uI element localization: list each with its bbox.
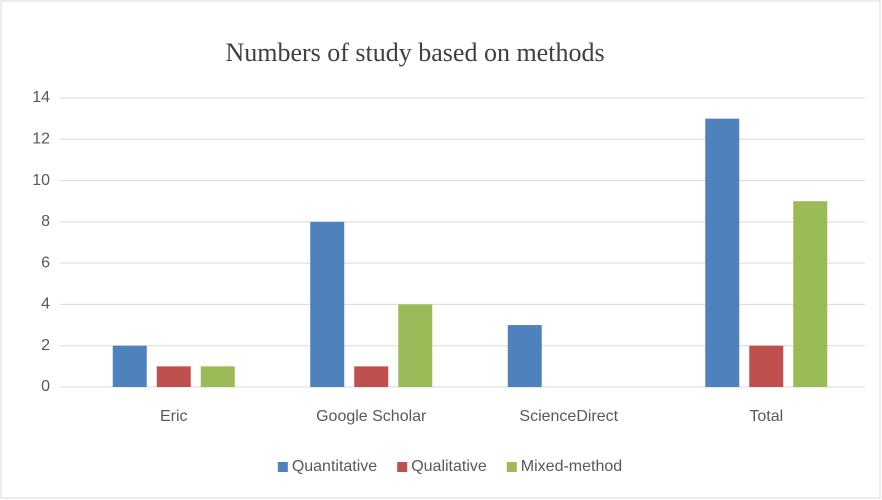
legend-label: Qualitative: [411, 458, 487, 475]
y-tick-label: 0: [41, 378, 50, 395]
y-tick-label: 12: [32, 131, 50, 148]
bar: [354, 366, 389, 387]
bar: [793, 201, 828, 387]
y-tick-label: 10: [32, 172, 50, 189]
y-tick-label: 2: [41, 337, 50, 354]
bar: [112, 345, 147, 387]
x-tick-label: Google Scholar: [316, 408, 427, 425]
y-tick-label: 4: [41, 296, 50, 313]
bar: [200, 366, 235, 387]
bar: [705, 118, 740, 388]
bar: [310, 221, 345, 387]
y-tick-label: 6: [41, 254, 50, 271]
legend-swatch: [397, 462, 408, 472]
bar: [507, 325, 542, 387]
bar: [398, 304, 433, 387]
x-tick-label: ScienceDirect: [519, 408, 618, 425]
legend-label: Mixed-method: [521, 458, 622, 475]
chart-title: Numbers of study based on methods: [225, 38, 604, 67]
x-tick-label: Eric: [160, 408, 188, 425]
legend-swatch: [506, 462, 517, 472]
bar: [156, 366, 191, 387]
bar: [749, 345, 784, 387]
legend-swatch: [277, 462, 288, 472]
y-tick-label: 8: [41, 213, 50, 230]
x-tick-label: Total: [749, 408, 783, 425]
y-tick-label: 14: [32, 89, 50, 106]
legend-label: Quantitative: [292, 458, 377, 475]
